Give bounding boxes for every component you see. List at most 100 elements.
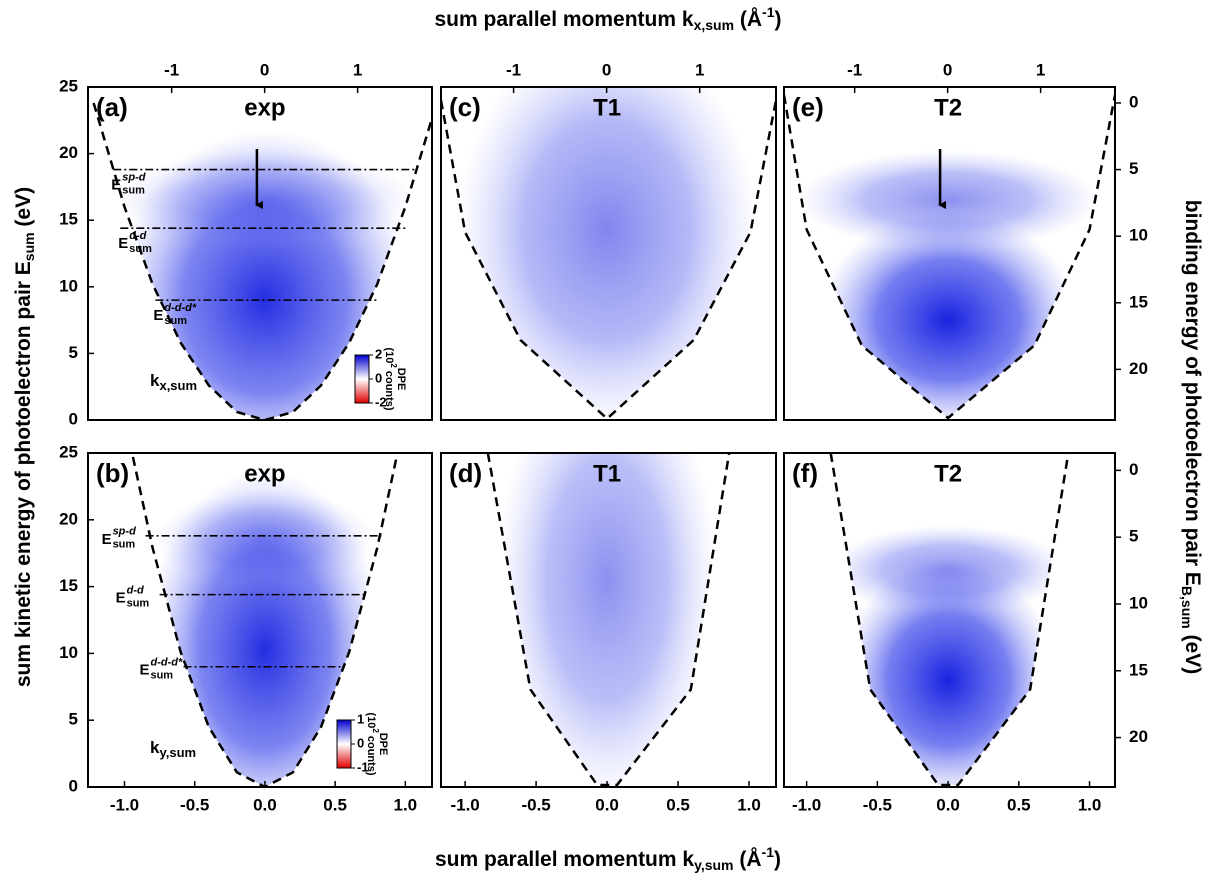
label-text: sum kinetic energy of photoelectron pair… (12, 261, 35, 687)
left-y-axis-label: sum kinetic energy of photoelectron pair… (12, 187, 37, 687)
energy-label-sup: d-d (127, 585, 144, 597)
kinematic-boundary (784, 94, 1115, 420)
y2-tick-label: 20 (1129, 727, 1148, 746)
colorbar-tick-label: 2 (375, 346, 382, 361)
panel-label: (f) (792, 458, 818, 488)
axis-note-text: k (150, 738, 160, 757)
panel: (d) T1 -1.0 -0.5 0.0 0.5 1.0 (440, 452, 777, 814)
label-end: ) (774, 848, 781, 871)
y-tick-label: 0 (69, 776, 78, 795)
panel-title: T1 (593, 460, 621, 487)
x2-tick-label: 0 (943, 60, 952, 79)
y2-tick-label: 0 (1129, 460, 1138, 479)
energy-label-sub: sum (164, 315, 187, 327)
heatmap-frame (457, 87, 758, 419)
panel: (c) T1 -1 0 1 (440, 60, 777, 421)
label-sup: -1 (762, 844, 775, 860)
x2-tick-label: 1 (353, 60, 362, 79)
colorbar-label: DPE(102 counts) (365, 712, 389, 775)
energy-label-sub: sum (150, 670, 173, 682)
x2-tick-label: -1 (506, 60, 521, 79)
panel-frame (783, 452, 1116, 788)
kinematic-boundary (92, 102, 432, 420)
energy-label: E (116, 590, 126, 607)
y-tick-label: 5 (69, 710, 78, 729)
panel-title: T2 (934, 94, 962, 121)
energy-label-sup: sp-d (113, 526, 137, 538)
colorbar-label-name: DPE (395, 368, 407, 391)
x-tick-label: -1.0 (792, 795, 821, 814)
y-tick-label: 5 (69, 343, 78, 362)
x-tick-label: 0.5 (323, 795, 347, 814)
panel-frame (440, 452, 777, 788)
colorbar-label-unit-end: counts) (383, 368, 395, 411)
energy-label: E (153, 307, 163, 324)
label-sub: x,sum (694, 17, 734, 33)
colorbar-label-unit-end: counts) (365, 733, 377, 776)
colorbar-tick-label: 1 (357, 711, 364, 726)
panel-frame (440, 86, 777, 421)
label-unit: (eV) (1181, 635, 1204, 675)
y2-tick-label: 10 (1129, 593, 1148, 612)
axis-note-sub: y,sum (159, 745, 196, 760)
x-tick-label: -1.0 (450, 795, 479, 814)
x-tick-label: -1.0 (110, 795, 139, 814)
label-sub: B,sum (1179, 586, 1195, 629)
y-tick-label: 10 (59, 276, 78, 295)
panel-label: (a) (96, 92, 128, 122)
panel-title: exp (244, 94, 285, 121)
x-tick-label: 0.0 (936, 795, 960, 814)
x2-tick-label: -1 (847, 60, 862, 79)
heatmap (457, 87, 758, 419)
energy-label: E (102, 531, 112, 548)
y2-tick-label: 0 (1129, 92, 1138, 111)
x2-tick-label: 0 (260, 60, 269, 79)
x-tick-label: 0.0 (253, 795, 277, 814)
x-tick-label: -0.5 (863, 795, 892, 814)
label-unit: (Å (739, 847, 761, 871)
y-tick-label: 15 (59, 576, 78, 595)
colorbar-label-unit: (10 (365, 712, 377, 728)
x-tick-label: 1.0 (394, 795, 418, 814)
density-blob (798, 150, 1099, 250)
axis-note: ky,sum (150, 738, 196, 760)
energy-label-sub: sum (129, 243, 152, 255)
colorbar (336, 719, 352, 769)
panel-frame (783, 86, 1116, 421)
density-blob (154, 490, 375, 590)
colorbar-tick-label: 0 (357, 735, 364, 750)
heatmap-frame (497, 453, 718, 785)
x2-tick-label: -1 (164, 60, 179, 79)
label-sup: -1 (762, 4, 775, 20)
y-tick-label: 0 (69, 409, 78, 428)
energy-label-sub: sum (127, 598, 150, 610)
x-tick-label: 0.0 (595, 795, 619, 814)
energy-label: E (111, 177, 121, 194)
x-tick-label: 1.0 (1078, 795, 1102, 814)
panel-label: (c) (449, 92, 481, 122)
heatmap (497, 453, 718, 785)
energy-label-sub: sum (113, 539, 136, 551)
energy-label: E (139, 662, 149, 679)
top-x-axis-label: sum parallel momentum kx,sum (Å-1) (434, 4, 781, 33)
energy-label-sub: sum (122, 184, 145, 196)
bottom-x-axis-label: sum parallel momentum ky,sum (Å-1) (435, 844, 781, 873)
right-y-axis-label: binding energy of photoelectron pair EB,… (1179, 200, 1204, 675)
density-blob (830, 525, 1069, 615)
panel-label: (b) (96, 458, 129, 488)
label-unit: (Å (740, 7, 762, 31)
label-unit: (eV) (12, 187, 35, 227)
y2-tick-label: 20 (1129, 359, 1148, 378)
x2-tick-label: 1 (1036, 60, 1045, 79)
colorbar-label-sup: 2 (371, 728, 380, 733)
panel-title: T1 (593, 94, 621, 121)
x2-tick-label: 0 (602, 60, 611, 79)
label-text: binding energy of photoelectron pair E (1181, 200, 1204, 586)
x-tick-label: 1.0 (737, 795, 761, 814)
y2-tick-label: 10 (1129, 226, 1148, 245)
y2-tick-label: 15 (1129, 660, 1148, 679)
